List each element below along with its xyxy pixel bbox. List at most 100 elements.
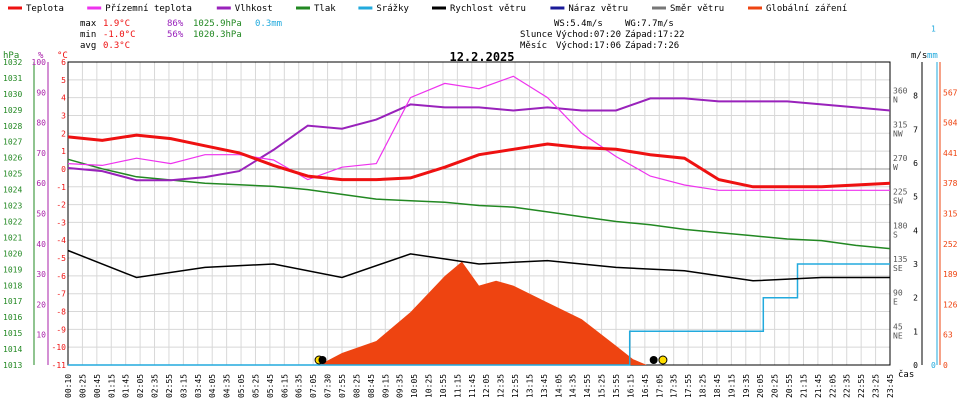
- tick-wm2: 378: [943, 179, 958, 188]
- axis-percent-unit: %: [38, 51, 44, 61]
- tick-direction-name: SE: [893, 264, 903, 273]
- tick-x: 22:05: [828, 374, 837, 398]
- tick-x: 06:35: [295, 374, 304, 398]
- sunset-marker: [658, 355, 668, 365]
- tick-wm2: 504: [943, 119, 958, 128]
- tick-x: 14:35: [569, 374, 578, 398]
- tick-x: 13:15: [525, 374, 534, 398]
- tick-x: 09:35: [396, 374, 405, 398]
- moonrise: Východ:17:06: [556, 41, 621, 51]
- tick-wm2: 567: [943, 88, 958, 97]
- stats-min-label: min: [80, 30, 96, 40]
- stats-avg-label: avg: [80, 41, 96, 51]
- stats-max-rain: 0.3mm: [255, 19, 282, 29]
- tick-x: 04:35: [223, 374, 232, 398]
- tick-hpa: 1020: [3, 249, 22, 258]
- tick-hpa: 1024: [3, 186, 22, 195]
- tick-mm: 1: [931, 24, 936, 33]
- tick-x: 10:25: [425, 374, 434, 398]
- tick-direction-deg: 270: [893, 154, 908, 163]
- legend-label-5: Rychlost větru: [450, 4, 526, 14]
- tick-percent: 90: [36, 88, 46, 97]
- tick-x: 19:35: [742, 374, 751, 398]
- tick-hpa: 1013: [3, 361, 22, 370]
- series-precipitation: [68, 263, 890, 366]
- plot-area: [67, 75, 891, 366]
- chart-title: 12.2.2025: [449, 50, 514, 64]
- tick-direction-name: N: [893, 96, 898, 105]
- legend-label-3: Tlak: [314, 4, 336, 14]
- tick-wm2: 315: [943, 210, 958, 219]
- tick-x: 11:15: [453, 374, 462, 398]
- tick-celsius: -4: [56, 236, 66, 245]
- legend-label-7: Směr větru: [670, 4, 724, 14]
- legend-label-6: Náraz větru: [568, 4, 628, 14]
- series-ground-temperature: [67, 75, 890, 191]
- tick-celsius: 3: [61, 111, 66, 120]
- tick-x: 05:45: [266, 374, 275, 398]
- axis-celsius-unit: °C: [57, 51, 68, 61]
- tick-celsius: -9: [56, 325, 66, 334]
- tick-hpa: 1029: [3, 106, 22, 115]
- tick-x: 18:45: [713, 374, 722, 398]
- tick-ms: 7: [913, 125, 918, 134]
- wind-speed-info: WS:5.4m/s: [554, 19, 603, 29]
- tick-x: 15:55: [612, 374, 621, 398]
- stats-min-humidity: 56%: [167, 30, 184, 40]
- tick-celsius: -6: [56, 272, 66, 281]
- tick-ms: 0: [913, 361, 918, 370]
- tick-x: 00:25: [78, 374, 87, 398]
- tick-direction-deg: 90: [893, 289, 903, 298]
- axis-ms-unit: m/s: [911, 51, 927, 61]
- tick-direction-deg: 315: [893, 120, 908, 129]
- tick-hpa: 1022: [3, 217, 22, 226]
- tick-direction-name: W: [893, 163, 898, 172]
- tick-hpa: 1017: [3, 297, 22, 306]
- tick-x: 07:30: [324, 374, 333, 398]
- tick-ms: 8: [913, 92, 918, 101]
- tick-hpa: 1015: [3, 329, 22, 338]
- axis-mm-unit: mm: [927, 51, 938, 61]
- sunrise: Východ:07:20: [556, 30, 621, 40]
- tick-percent: 10: [36, 331, 46, 340]
- tick-x: 10:05: [410, 374, 419, 398]
- series-pressure: [67, 158, 891, 250]
- tick-celsius: -7: [56, 290, 66, 299]
- tick-hpa: 1019: [3, 265, 22, 274]
- tick-ms: 5: [913, 193, 918, 202]
- tick-hpa: 1026: [3, 154, 22, 163]
- tick-x: 20:25: [771, 374, 780, 398]
- tick-x: 15:25: [598, 374, 607, 398]
- legend-label-1: Přízemní teplota: [105, 4, 192, 14]
- tick-x: 17:55: [684, 374, 693, 398]
- tick-hpa: 1021: [3, 233, 22, 242]
- info-panel: max 1.9°C 86% 1025.9hPa 0.3mm min -1.0°C…: [80, 19, 685, 51]
- tick-direction-deg: 360: [893, 87, 908, 96]
- tick-x: 00:10: [64, 374, 73, 398]
- tick-x: 13:45: [540, 374, 549, 398]
- tick-wm2: 0: [943, 361, 948, 370]
- tick-hpa: 1032: [3, 58, 22, 67]
- moon-label: Měsíc: [520, 41, 547, 51]
- legend-label-8: Globální záření: [766, 4, 847, 14]
- legend-label-0: Teplota: [26, 4, 64, 14]
- tick-celsius: 4: [61, 94, 66, 103]
- tick-x: 22:35: [843, 374, 852, 398]
- tick-x: 04:05: [208, 374, 217, 398]
- tick-x: 21:45: [814, 374, 823, 398]
- tick-direction-deg: 135: [893, 255, 908, 264]
- stats-min-temp: -1.0°C: [103, 30, 136, 40]
- tick-x: 20:55: [785, 374, 794, 398]
- tick-hpa: 1018: [3, 281, 22, 290]
- tick-x: 18:25: [699, 374, 708, 398]
- tick-ms: 6: [913, 159, 918, 168]
- tick-celsius: -1: [56, 183, 66, 192]
- tick-x: 03:15: [179, 374, 188, 398]
- tick-hpa: 1016: [3, 313, 22, 322]
- tick-ms: 1: [913, 327, 918, 336]
- tick-x: 21:15: [799, 374, 808, 398]
- tick-x: 01:45: [122, 374, 131, 398]
- tick-wm2: 252: [943, 240, 958, 249]
- tick-wm2: 63: [943, 331, 953, 340]
